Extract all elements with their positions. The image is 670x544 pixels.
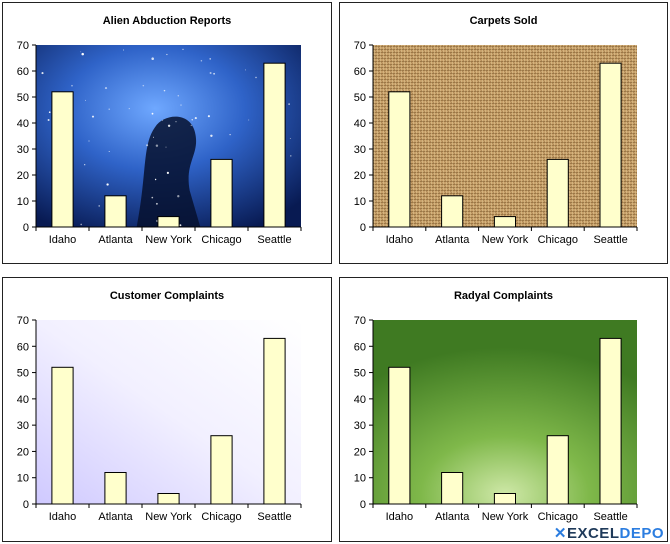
y-tick-label: 20 (17, 446, 29, 458)
y-tick-label: 60 (17, 66, 29, 78)
bar-atlanta (104, 195, 127, 228)
bar-atlanta (441, 195, 464, 228)
x-tick-label: Seattle (257, 511, 291, 523)
bar-seattle (599, 62, 622, 228)
y-tick-label: 60 (17, 341, 29, 353)
bar-atlanta (441, 472, 464, 505)
y-tick-label: 0 (23, 499, 29, 511)
bar-seattle (599, 337, 622, 505)
x-tick-label: Idaho (49, 234, 77, 246)
y-tick-label: 30 (17, 144, 29, 156)
y-tick-label: 20 (354, 170, 366, 182)
x-tick-label: Chicago (538, 234, 578, 246)
x-tick-label: Idaho (386, 234, 414, 246)
x-tick-label: Idaho (49, 511, 77, 523)
x-tick-label: New York (482, 234, 529, 246)
watermark-text-part1: EXCEL (566, 525, 620, 542)
y-tick-label: 10 (17, 473, 29, 485)
bar-idaho (388, 366, 411, 505)
x-tick-label: New York (145, 234, 192, 246)
bar-chicago (210, 158, 233, 228)
bar-new-york (157, 493, 180, 505)
x-tick-label: Atlanta (435, 234, 470, 246)
bar-chart: Radyal Complaints 0 10 20 30 40 50 60 70 Idaho Atl… (354, 290, 638, 523)
x-tick-label: Chicago (201, 234, 241, 246)
y-tick-label: 70 (17, 40, 29, 52)
chart-panel-customer-complaints: Customer Complaints 0 10 20 30 40 50 60 70 Idaho A… (2, 277, 332, 542)
y-tick-label: 20 (17, 170, 29, 182)
bar-seattle (263, 62, 286, 228)
bar-chart: Customer Complaints 0 10 20 30 40 50 60 70 Idaho A… (17, 290, 302, 523)
bar-chart: Carpets Sold 0 10 20 30 40 50 60 70 Idaho Atlanta N… (354, 15, 638, 246)
excel-x-logo-icon: ✕ (553, 525, 567, 542)
bar-chicago (210, 435, 233, 505)
y-tick-label: 0 (360, 499, 366, 511)
y-tick-label: 40 (17, 118, 29, 130)
bar-chicago (546, 158, 569, 228)
bar-seattle (263, 337, 286, 505)
y-tick-label: 30 (17, 420, 29, 432)
x-tick-label: Atlanta (435, 511, 470, 523)
x-tick-label: Idaho (386, 511, 414, 523)
y-tick-label: 0 (360, 222, 366, 234)
excel-depo-watermark: ✕EXCELDEPO (554, 524, 664, 542)
x-tick-label: Atlanta (98, 511, 133, 523)
bar-chicago (546, 435, 569, 505)
chart-title: Radyal Complaints (454, 290, 553, 302)
watermark-text-part2: DEPO (619, 525, 664, 542)
chart-panel-alien-abduction: Alien Abduction Reports 0 10 20 30 40 50 60 70 Id… (2, 2, 332, 264)
y-tick-label: 70 (354, 40, 366, 52)
plot-background (373, 320, 637, 504)
plot-background (373, 45, 637, 227)
y-tick-label: 30 (354, 144, 366, 156)
chart-title: Alien Abduction Reports (103, 15, 232, 27)
chart-title: Carpets Sold (470, 15, 538, 27)
plot-background (36, 320, 301, 504)
chart-panel-radyal-complaints: Radyal Complaints 0 10 20 30 40 50 60 70 Idaho Atl… (339, 277, 668, 542)
y-tick-label: 50 (354, 368, 366, 380)
y-tick-label: 40 (354, 394, 366, 406)
y-tick-label: 40 (354, 118, 366, 130)
x-tick-label: Seattle (593, 234, 627, 246)
y-tick-label: 70 (17, 315, 29, 327)
bar-new-york (493, 216, 516, 228)
y-tick-label: 50 (354, 92, 366, 104)
y-tick-label: 10 (354, 196, 366, 208)
y-tick-label: 20 (354, 446, 366, 458)
y-tick-label: 0 (23, 222, 29, 234)
bar-new-york (157, 216, 180, 228)
x-tick-label: Chicago (201, 511, 241, 523)
x-tick-label: Seattle (257, 234, 291, 246)
y-tick-label: 50 (17, 92, 29, 104)
chart-title: Customer Complaints (110, 290, 224, 302)
y-tick-label: 30 (354, 420, 366, 432)
chart-panel-carpets-sold: Carpets Sold 0 10 20 30 40 50 60 70 Idaho Atlanta N… (339, 2, 668, 264)
y-tick-label: 50 (17, 368, 29, 380)
x-tick-label: Chicago (538, 511, 578, 523)
x-tick-label: Atlanta (98, 234, 133, 246)
bar-idaho (388, 91, 411, 228)
bar-idaho (51, 91, 74, 228)
y-tick-label: 60 (354, 341, 366, 353)
bar-chart: Alien Abduction Reports 0 10 20 30 40 50 60 70 Id… (17, 15, 302, 246)
x-tick-label: Seattle (593, 511, 627, 523)
y-tick-label: 40 (17, 394, 29, 406)
x-tick-label: New York (482, 511, 529, 523)
bar-idaho (51, 366, 74, 505)
bar-atlanta (104, 472, 127, 505)
y-tick-label: 10 (17, 196, 29, 208)
y-tick-label: 10 (354, 473, 366, 485)
x-tick-label: New York (145, 511, 192, 523)
bar-new-york (493, 493, 516, 505)
plot-background (36, 45, 301, 227)
y-tick-label: 60 (354, 66, 366, 78)
y-tick-label: 70 (354, 315, 366, 327)
